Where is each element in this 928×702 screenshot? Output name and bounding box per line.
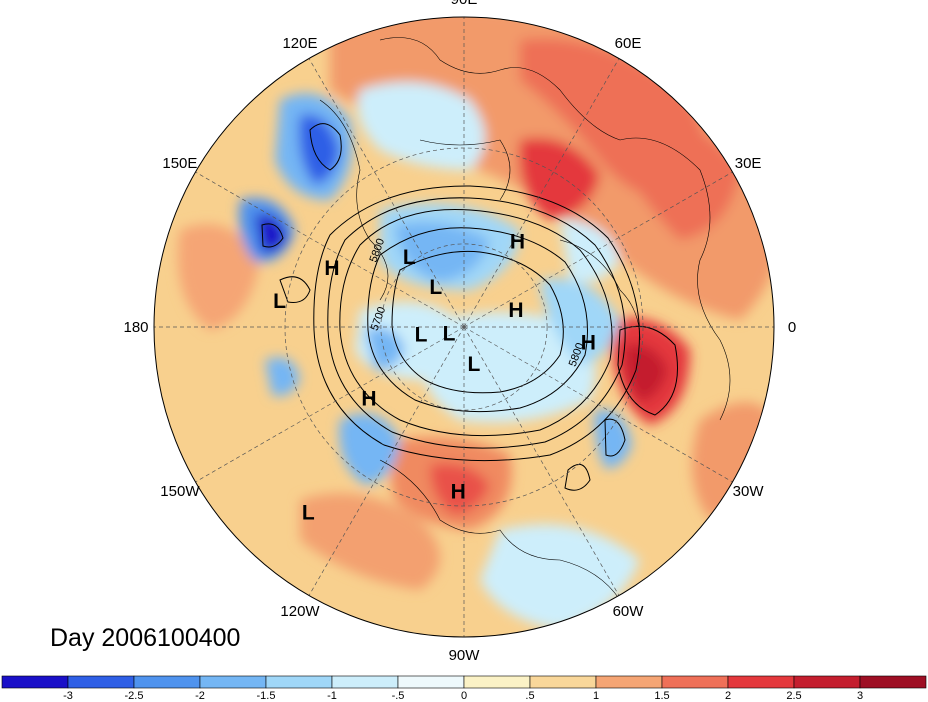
longitude-labels: 90E 60E 30E 0 30W 60W 90W 120W 150W 180 150E 120E xyxy=(123,0,796,664)
colorbar-tick-label: 3 xyxy=(857,690,863,702)
colorbar-swatch xyxy=(661,675,729,689)
low-pressure-marker: L xyxy=(429,276,442,299)
low-pressure-marker: L xyxy=(415,324,428,347)
meridian-line xyxy=(463,326,620,596)
colorbar-swatch xyxy=(595,675,663,689)
lon-60e-label: 60E xyxy=(615,35,642,52)
meridian-line xyxy=(463,326,733,483)
high-pressure-marker: H xyxy=(508,299,523,322)
lon-150w-label: 150W xyxy=(160,483,200,500)
height-contours xyxy=(261,123,678,491)
lon-30e-label: 30E xyxy=(735,155,762,172)
lon-180-label: 180 xyxy=(123,319,148,336)
lon-150e-label: 150E xyxy=(162,155,197,172)
map-boundary xyxy=(153,16,775,638)
lat-lon-grid xyxy=(154,17,774,637)
high-pressure-marker: H xyxy=(510,231,525,254)
colorbar-tick-label: -3 xyxy=(63,690,73,702)
lon-120w-label: 120W xyxy=(280,603,320,620)
high-pressure-marker: H xyxy=(361,388,376,411)
meridian-line xyxy=(195,171,465,328)
colorbar-swatch xyxy=(727,675,795,689)
colorbar-swatch xyxy=(1,675,69,689)
colorbar-tick-label: .5 xyxy=(525,690,534,702)
low-pressure-marker: L xyxy=(273,290,286,313)
colorbar-swatch xyxy=(133,675,201,689)
temperature-anomaly-field xyxy=(154,17,774,637)
colorbar-swatch xyxy=(397,675,465,689)
lon-90e-label: 90E xyxy=(451,0,478,8)
latitude-circle xyxy=(380,243,548,411)
meridian-line xyxy=(463,58,620,328)
lon-0-label: 0 xyxy=(788,319,796,336)
lon-120e-label: 120E xyxy=(282,35,317,52)
map-title: Day 2006100400 xyxy=(50,624,240,652)
high-pressure-marker: H xyxy=(324,257,339,280)
meridian-line xyxy=(308,326,465,596)
lon-30w-label: 30W xyxy=(733,483,765,500)
colorbar: -3 -2.5 -2 -1.5 -1 -.5 0 .5 1 1.5 2 2.5 3 xyxy=(1,675,927,702)
lon-90w-label: 90W xyxy=(449,647,481,664)
colorbar-tick-label: 1 xyxy=(593,690,599,702)
low-pressure-marker: L xyxy=(302,502,315,525)
colorbar-tick-label: -2 xyxy=(195,690,205,702)
colorbar-tick-label: 0 xyxy=(461,690,467,702)
colorbar-tick-label: -.5 xyxy=(392,690,405,702)
colorbar-tick-label: 2 xyxy=(725,690,731,702)
high-pressure-marker: H xyxy=(451,481,466,504)
meridian-line xyxy=(308,58,465,328)
colorbar-swatch xyxy=(463,675,531,689)
colorbar-swatch xyxy=(67,675,135,689)
colorbar-tick-label: 2.5 xyxy=(786,690,801,702)
colorbar-swatch xyxy=(793,675,861,689)
colorbar-tick-label: -1.5 xyxy=(257,690,276,702)
meridian-line xyxy=(195,326,465,483)
colorbar-swatch xyxy=(859,675,927,689)
colorbar-swatch xyxy=(265,675,333,689)
colorbar-tick-label: 1.5 xyxy=(654,690,669,702)
low-pressure-marker: L xyxy=(443,322,456,345)
high-pressure-marker: H xyxy=(581,331,596,354)
colorbar-tick-label: -1 xyxy=(327,690,337,702)
lon-60w-label: 60W xyxy=(613,603,645,620)
colorbar-swatch xyxy=(331,675,399,689)
meridian-line xyxy=(463,171,733,328)
low-pressure-marker: L xyxy=(403,246,416,269)
colorbar-swatch xyxy=(199,675,267,689)
coastlines xyxy=(319,37,731,601)
colorbar-tick-label: -2.5 xyxy=(125,690,144,702)
colorbar-swatch xyxy=(529,675,597,689)
low-pressure-marker: L xyxy=(467,353,480,376)
